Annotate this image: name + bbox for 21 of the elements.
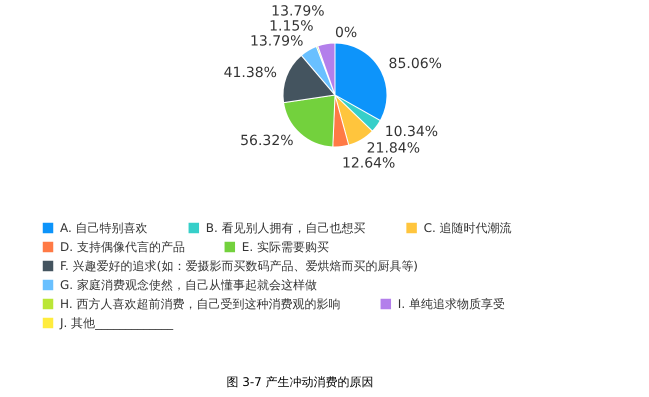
data-label: 21.84% — [366, 140, 420, 156]
legend-label: C. 追随时代潮流 — [424, 221, 512, 235]
legend-label: D. 支持偶像代言的产品 — [60, 240, 185, 254]
legend-label: B. 看见别人拥有，自己也想买 — [206, 221, 366, 235]
text: 图 3-7 产生冲动消费的原因 — [226, 375, 374, 389]
data-label: 56.32% — [240, 133, 294, 150]
data-label: 12.64% — [342, 155, 396, 172]
legend-label: H. 西方人喜欢超前消费，自己受到这种消费观的影响 — [60, 297, 340, 311]
text: 0% — [335, 25, 358, 41]
data-label: 13.79% — [250, 34, 304, 50]
legend-label: J. 其他_____________ — [59, 316, 174, 330]
data-label: 1.15% — [269, 18, 314, 35]
legend-label: E. 实际需要购买 — [242, 240, 330, 254]
legend-label: I. 单纯追求物质享受 — [398, 297, 505, 311]
data-label: 41.38% — [224, 65, 277, 82]
data-label: 85.06% — [388, 56, 442, 72]
data-label: 10.34% — [384, 124, 438, 140]
legend-label: F. 兴趣爱好的追求(如：爱摄影而买数码产品、爱烘焙而买的厨具等) — [60, 259, 418, 273]
data-label: 13.79% — [271, 4, 325, 20]
legend-label: A. 自己特别喜欢 — [60, 221, 148, 235]
legend-label: G. 家庭消费观念使然，自己从懂事起就会这样做 — [60, 278, 317, 292]
